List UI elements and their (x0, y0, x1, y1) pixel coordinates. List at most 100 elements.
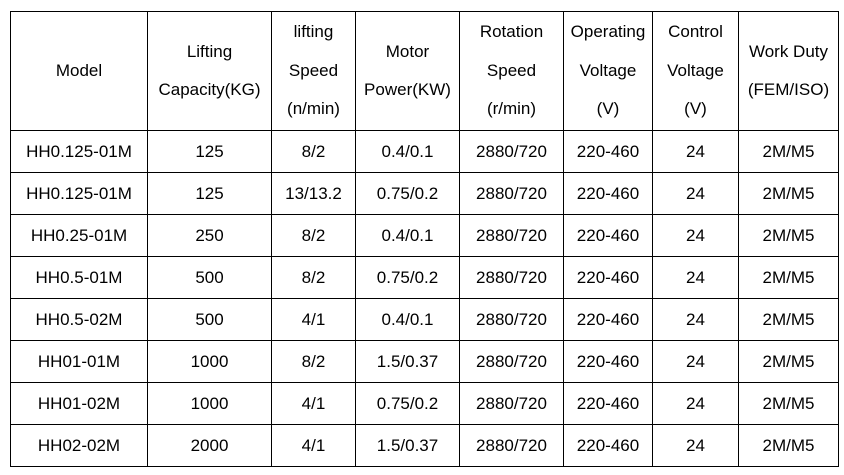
table-cell: 8/2 (271, 340, 356, 383)
header-line: Motor (385, 41, 430, 61)
table-cell: 2880/720 (459, 172, 564, 215)
table-cell: 8/2 (271, 130, 356, 173)
header-line: Speed (288, 60, 339, 80)
table-cell: 0.4/0.1 (355, 298, 460, 341)
table-cell: 2M/M5 (738, 424, 839, 467)
header-line: Speed (486, 60, 537, 80)
table-row: HH02-02M 2000 4/1 1.5/0.37 2880/720 220-460 24… (10, 424, 839, 467)
table-cell: 24 (652, 214, 739, 257)
table-cell: 220-460 (563, 298, 653, 341)
table-row: HH0.125-01M 125 8/2 0.4/0.1 2880/720 220-460 2… (10, 130, 839, 173)
table-cell: 24 (652, 340, 739, 383)
table-cell: 1000 (147, 340, 272, 383)
table-cell: 125 (147, 130, 272, 173)
table-cell: 2M/M5 (738, 214, 839, 257)
header-line: Rotation (479, 22, 544, 42)
table-cell: 2M/M5 (738, 382, 839, 425)
table-cell: 220-460 (563, 340, 653, 383)
table-cell: 250 (147, 214, 272, 257)
table-cell: 220-460 (563, 382, 653, 425)
table-cell: 2M/M5 (738, 130, 839, 173)
table-cell: 8/2 (271, 214, 356, 257)
header-cell: Lifting Capacity(KG) (147, 11, 272, 131)
header-line: Lifting (186, 41, 233, 61)
spec-table: Model Lifting Capacity(KG) lifting Speed (n/m… (10, 11, 839, 467)
table-cell: 24 (652, 382, 739, 425)
header-line: Voltage (667, 60, 724, 80)
header-line: Capacity(KG) (158, 80, 261, 99)
table-cell: 24 (652, 172, 739, 215)
table-cell: 220-460 (563, 424, 653, 467)
header-cell: Rotation Speed (r/min) (459, 11, 564, 131)
table-cell: 0.4/0.1 (355, 130, 460, 173)
table-cell: 4/1 (271, 382, 356, 425)
table-row: HH0.5-01M 500 8/2 0.75/0.2 2880/720 220-460 24… (10, 256, 839, 299)
table-cell: HH0.5-02M (10, 298, 148, 341)
header-cell: lifting Speed (n/min) (271, 11, 356, 131)
header-cell: Model (10, 11, 148, 131)
header-line: Work Duty (748, 41, 829, 61)
table-cell: 125 (147, 172, 272, 215)
table-row: HH01-01M 1000 8/2 1.5/0.37 2880/720 220-460 24… (10, 340, 839, 383)
table-cell: 24 (652, 130, 739, 173)
table-body: HH0.125-01M 125 8/2 0.4/0.1 2880/720 220-460 2… (10, 130, 839, 467)
table-cell: 500 (147, 256, 272, 299)
header-line: lifting (293, 22, 334, 42)
table-cell: HH02-02M (10, 424, 148, 467)
table-cell: 220-460 (563, 172, 653, 215)
table-cell: 2880/720 (459, 214, 564, 257)
table-cell: 220-460 (563, 130, 653, 173)
table-cell: HH01-01M (10, 340, 148, 383)
table-cell: 24 (652, 424, 739, 467)
header-row: Model Lifting Capacity(KG) lifting Speed (n/m… (10, 11, 839, 131)
header-line: Operating (570, 22, 646, 42)
header-cell: Work Duty (FEM/ISO) (738, 11, 839, 131)
table-cell: 2M/M5 (738, 298, 839, 341)
table-cell: 2880/720 (459, 298, 564, 341)
table-cell: 220-460 (563, 214, 653, 257)
table-cell: HH0.125-01M (10, 172, 148, 215)
header-line: (V) (684, 99, 707, 119)
table-cell: 0.4/0.1 (355, 214, 460, 257)
table-cell: HH0.125-01M (10, 130, 148, 173)
header-line: (V) (596, 99, 620, 119)
table-cell: HH01-02M (10, 382, 148, 425)
table-cell: 24 (652, 298, 739, 341)
table-cell: 1000 (147, 382, 272, 425)
table-cell: 0.75/0.2 (355, 256, 460, 299)
table-cell: 13/13.2 (271, 172, 356, 215)
header-line: Model (55, 60, 103, 80)
table-row: HH0.25-01M 250 8/2 0.4/0.1 2880/720 220-460 24… (10, 214, 839, 257)
table-cell: 24 (652, 256, 739, 299)
table-cell: 1.5/0.37 (355, 424, 460, 467)
table-cell: 2880/720 (459, 256, 564, 299)
table-cell: 0.75/0.2 (355, 172, 460, 215)
header-line: Power(KW) (364, 80, 451, 99)
table-row: HH0.5-02M 500 4/1 0.4/0.1 2880/720 220-460 24 2… (10, 298, 839, 341)
header-cell: Operating Voltage (V) (563, 11, 653, 131)
table-cell: 8/2 (271, 256, 356, 299)
table-cell: 1.5/0.37 (355, 340, 460, 383)
header-line: (r/min) (486, 99, 537, 119)
table-cell: HH0.5-01M (10, 256, 148, 299)
table-cell: 4/1 (271, 298, 356, 341)
header-cell: Control Voltage (V) (652, 11, 739, 131)
header-line: (n/min) (287, 99, 340, 119)
header-line: Control (668, 22, 723, 42)
table-cell: 220-460 (563, 256, 653, 299)
table-cell: 2M/M5 (738, 256, 839, 299)
header-cell: Motor Power(KW) (355, 11, 460, 131)
table-cell: 2M/M5 (738, 340, 839, 383)
header-line: Voltage (579, 60, 637, 80)
table-row: HH0.125-01M 125 13/13.2 0.75/0.2 2880/720 220… (10, 172, 839, 215)
header-line: (FEM/ISO) (747, 80, 830, 99)
table-cell: 2000 (147, 424, 272, 467)
table-cell: 2M/M5 (738, 172, 839, 215)
table-cell: 4/1 (271, 424, 356, 467)
table-cell: 2880/720 (459, 424, 564, 467)
table-cell: 0.75/0.2 (355, 382, 460, 425)
table-cell: 500 (147, 298, 272, 341)
table-cell: 2880/720 (459, 340, 564, 383)
table-cell: 2880/720 (459, 130, 564, 173)
